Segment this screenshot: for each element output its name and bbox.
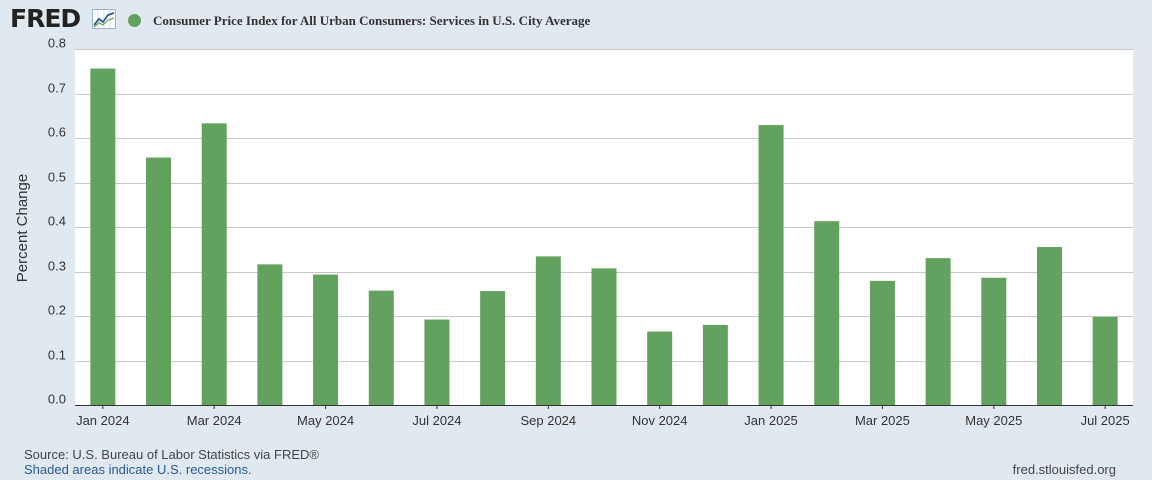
x-tick-label: Mar 2024 xyxy=(187,413,242,428)
bar-nov-2024[interactable] xyxy=(647,331,673,405)
bar-sep-2024[interactable] xyxy=(535,256,561,405)
bar-feb-2024[interactable] xyxy=(146,157,172,405)
y-tick-label: 0.3 xyxy=(48,259,66,274)
fred-url[interactable]: fred.stlouisfed.org xyxy=(1012,462,1116,477)
fred-trend-icon xyxy=(92,9,116,29)
x-tick-label: May 2024 xyxy=(297,413,354,428)
bar-may-2025[interactable] xyxy=(981,277,1007,405)
y-axis-label: Percent Change xyxy=(14,174,31,282)
y-axis-ticks: 0.0 0.1 0.2 0.3 0.4 0.5 0.6 0.7 0.8 xyxy=(48,36,66,407)
bars xyxy=(90,68,1118,405)
bar-oct-2024[interactable] xyxy=(591,268,617,405)
y-tick-label: 0.4 xyxy=(48,214,66,229)
x-tick-label: May 2025 xyxy=(965,413,1022,428)
bar-feb-2025[interactable] xyxy=(814,221,840,405)
chart-header: FRED Consumer Price Index for All Urban … xyxy=(0,0,1152,40)
y-tick-label: 0.1 xyxy=(48,348,66,363)
y-tick-label: 0.8 xyxy=(48,36,66,51)
grid-lines xyxy=(75,49,1133,362)
bar-mar-2025[interactable] xyxy=(869,280,895,405)
x-tick-label: Jan 2025 xyxy=(744,413,798,428)
x-tick-label: Jan 2024 xyxy=(76,413,130,428)
bar-jul-2024[interactable] xyxy=(424,319,450,405)
bar-jul-2025[interactable] xyxy=(1092,316,1118,405)
fred-logo[interactable]: FRED xyxy=(10,4,81,33)
x-tick-label: Jul 2024 xyxy=(412,413,461,428)
bar-jun-2024[interactable] xyxy=(368,290,394,405)
bar-jun-2025[interactable] xyxy=(1036,247,1062,405)
bar-may-2024[interactable] xyxy=(313,274,339,405)
y-tick-label: 0.7 xyxy=(48,81,66,96)
bar-jan-2025[interactable] xyxy=(758,125,784,405)
bar-aug-2024[interactable] xyxy=(480,291,506,405)
bar-jan-2024[interactable] xyxy=(90,68,116,405)
x-tick-label: Sep 2024 xyxy=(520,413,576,428)
x-tick-label: Jul 2025 xyxy=(1081,413,1130,428)
x-tick-label: Nov 2024 xyxy=(632,413,688,428)
legend-marker xyxy=(128,14,141,27)
x-axis-ticks: Jan 2024 Mar 2024 May 2024 Jul 2024 Sep 2024… xyxy=(76,405,1130,428)
x-tick-label: Mar 2025 xyxy=(855,413,910,428)
source-note: Source: U.S. Bureau of Labor Statistics … xyxy=(24,447,319,462)
y-tick-label: 0.2 xyxy=(48,303,66,318)
recession-note[interactable]: Shaded areas indicate U.S. recessions. xyxy=(24,462,252,477)
y-tick-label: 0.0 xyxy=(48,392,66,407)
bar-apr-2024[interactable] xyxy=(257,264,283,405)
y-tick-label: 0.5 xyxy=(48,170,66,185)
y-tick-label: 0.6 xyxy=(48,125,66,140)
bar-mar-2024[interactable] xyxy=(201,123,227,405)
bar-dec-2024[interactable] xyxy=(702,324,728,405)
bar-apr-2025[interactable] xyxy=(925,258,951,405)
chart-title[interactable]: Consumer Price Index for All Urban Consu… xyxy=(153,13,591,28)
